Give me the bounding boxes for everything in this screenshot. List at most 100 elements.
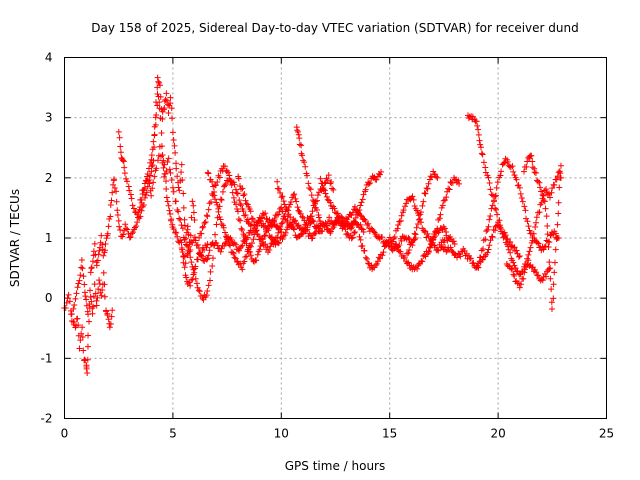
x-tick-label: 5 — [169, 427, 177, 441]
data-point — [484, 249, 491, 256]
data-point — [91, 240, 98, 247]
data-point — [271, 237, 278, 244]
data-point — [543, 186, 550, 193]
data-point — [479, 151, 486, 158]
data-point — [167, 94, 174, 101]
data-point — [533, 214, 540, 221]
data-point — [160, 106, 167, 113]
data-point — [106, 215, 113, 222]
data-point — [92, 290, 99, 297]
data-point — [94, 257, 101, 264]
data-point — [550, 281, 557, 288]
data-point — [380, 249, 387, 256]
data-point — [156, 143, 163, 150]
data-point — [488, 205, 495, 212]
data-point — [155, 78, 162, 85]
data-point — [161, 173, 168, 180]
data-point — [513, 268, 520, 275]
data-point — [159, 116, 166, 123]
data-point — [352, 214, 359, 221]
data-point — [85, 332, 92, 339]
data-point — [115, 128, 122, 135]
data-point — [188, 214, 195, 221]
data-point — [325, 172, 332, 179]
data-point — [189, 198, 196, 205]
data-point — [488, 191, 495, 198]
data-point — [195, 287, 202, 294]
data-point — [82, 293, 89, 300]
data-point — [78, 264, 85, 271]
data-point — [121, 164, 128, 171]
data-point — [147, 159, 154, 166]
data-point — [231, 254, 238, 261]
data-point — [238, 225, 245, 232]
data-point — [285, 207, 292, 214]
data-point — [87, 294, 94, 301]
x-tick-label: 10 — [274, 427, 289, 441]
data-point — [178, 244, 185, 251]
data-point — [530, 230, 537, 237]
data-point — [276, 208, 283, 215]
data-point — [65, 291, 72, 298]
data-point — [266, 247, 273, 254]
data-point — [152, 114, 159, 121]
x-tick-label: 0 — [61, 427, 69, 441]
data-point — [505, 243, 512, 250]
data-point — [442, 197, 449, 204]
data-point — [474, 122, 481, 129]
data-point — [191, 234, 198, 241]
data-point — [290, 192, 297, 199]
data-point — [398, 212, 405, 219]
data-point — [101, 293, 108, 300]
data-point — [542, 205, 549, 212]
data-point — [356, 233, 363, 240]
data-point — [200, 223, 207, 230]
data-point — [187, 282, 194, 289]
data-point — [492, 193, 499, 200]
data-point — [106, 324, 113, 331]
data-point — [539, 277, 546, 284]
data-point — [546, 265, 553, 272]
data-point — [79, 324, 86, 331]
data-points — [61, 74, 564, 377]
data-point — [536, 209, 543, 216]
data-point — [411, 202, 418, 209]
data-point — [241, 232, 248, 239]
data-point — [108, 313, 115, 320]
data-point — [352, 228, 359, 235]
data-point — [104, 230, 111, 237]
data-point — [129, 230, 136, 237]
data-point — [257, 215, 264, 222]
data-point — [537, 184, 544, 191]
data-point — [538, 188, 545, 195]
data-point — [446, 186, 453, 193]
data-point — [525, 257, 532, 264]
data-point — [282, 229, 289, 236]
data-point — [550, 295, 557, 302]
data-point — [170, 226, 177, 233]
data-point — [532, 169, 539, 176]
data-point — [330, 224, 337, 231]
data-point — [519, 198, 526, 205]
data-point — [204, 288, 211, 295]
data-point — [516, 184, 523, 191]
data-point — [163, 90, 170, 97]
data-point — [113, 188, 120, 195]
data-point — [208, 198, 215, 205]
data-point — [158, 153, 165, 160]
data-point — [221, 182, 228, 189]
data-point — [168, 176, 175, 183]
data-point — [486, 216, 493, 223]
data-point — [520, 275, 527, 282]
grid-lines — [64, 57, 607, 419]
data-point — [447, 244, 454, 251]
data-point — [440, 197, 447, 204]
data-point — [294, 204, 301, 211]
data-point — [174, 233, 181, 240]
data-point — [295, 222, 302, 229]
data-point — [167, 169, 174, 176]
data-point — [74, 315, 81, 322]
data-point — [496, 217, 503, 224]
data-point — [140, 186, 147, 193]
data-point — [75, 280, 82, 287]
